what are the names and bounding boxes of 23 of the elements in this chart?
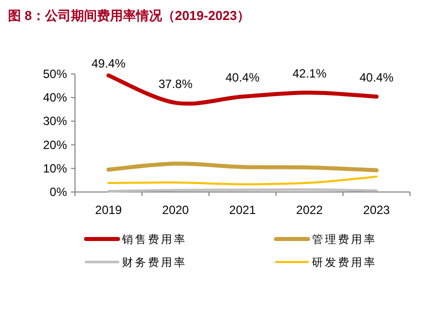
data-label: 40.4% xyxy=(359,70,394,85)
legend-label: 财务费用率 xyxy=(122,256,187,269)
y-tick-label: 40% xyxy=(42,90,68,105)
y-tick-label: 10% xyxy=(42,161,68,176)
chart-title: 图 8：公司期间费用率情况（2019-2023） xyxy=(8,8,250,23)
y-tick-label: 30% xyxy=(42,114,68,128)
legend-label: 研发费用率 xyxy=(312,256,377,269)
x-tick-label: 2019 xyxy=(95,203,122,217)
x-tick-label: 2023 xyxy=(363,203,390,217)
x-tick-label: 2022 xyxy=(296,203,324,217)
data-label: 42.1% xyxy=(292,66,327,81)
legend-label: 销售费用率 xyxy=(121,233,187,246)
x-tick-label: 2020 xyxy=(162,203,190,217)
data-label: 40.4% xyxy=(225,70,260,85)
y-tick-label: 50% xyxy=(42,67,68,81)
line-series xyxy=(106,162,378,172)
data-label: 49.4% xyxy=(91,56,126,70)
y-tick-label: 20% xyxy=(42,138,68,152)
data-label: 37.8% xyxy=(158,76,193,91)
x-tick-label: 2021 xyxy=(229,203,256,217)
y-tick-label: 0% xyxy=(50,185,68,199)
legend-label: 管理费用率 xyxy=(312,233,377,246)
line-series xyxy=(108,176,378,186)
